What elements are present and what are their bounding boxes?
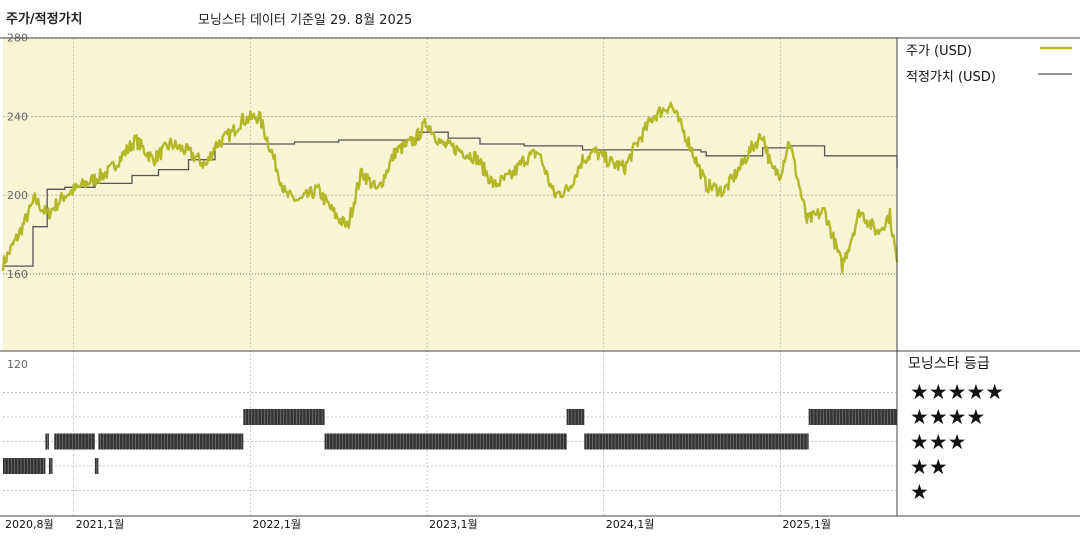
x-tick-label: 2023,1월	[429, 518, 478, 531]
price-line	[1, 101, 899, 274]
x-tick-label: 2021,1월	[76, 518, 125, 531]
rating-bar	[45, 433, 49, 450]
rating-history-bars	[3, 409, 897, 474]
rating-row-1-star: ★	[910, 480, 929, 504]
x-tick-label: 2022,1월	[252, 518, 301, 531]
x-tick-label: 2020,8월	[5, 518, 54, 531]
y-tick-label: 240	[7, 110, 28, 123]
y-tick-label: 120	[7, 358, 28, 371]
data-date-label: 모닝스타 데이터 기준일 29. 8월 2025	[198, 13, 413, 28]
legend-price-label: 주가 (USD)	[906, 44, 972, 59]
legend-fair-label: 적정가치 (USD)	[906, 70, 996, 85]
rating-row-5-stars: ★★★★★	[910, 380, 1005, 404]
rating-row-3-stars: ★★★	[910, 430, 967, 454]
rating-bar	[54, 433, 95, 450]
y-tick-label: 160	[7, 268, 28, 281]
rating-panel-title: 모닝스타 등급	[908, 356, 990, 372]
rating-bar	[48, 458, 53, 474]
rating-bar	[808, 409, 897, 425]
rating-bar	[243, 409, 325, 425]
rating-bar	[584, 433, 809, 450]
y-tick-label: 200	[7, 189, 28, 202]
price-panel-background	[3, 38, 897, 351]
rating-bar	[324, 433, 567, 450]
rating-bar	[94, 458, 99, 474]
rating-bar	[98, 433, 244, 450]
x-tick-label: 2025,1월	[782, 518, 831, 531]
rating-bar	[3, 458, 46, 474]
x-tick-label: 2024,1월	[606, 518, 655, 531]
x-tick-labels: 2020,8월 2021,1월 2022,1월 2023,1월 2024,1월 2025,…	[5, 518, 831, 531]
rating-row-4-stars: ★★★★	[910, 405, 986, 429]
rating-row-2-stars: ★★	[910, 455, 948, 479]
rating-bar	[566, 409, 585, 425]
chart-title: 주가/적정가치	[6, 12, 83, 27]
